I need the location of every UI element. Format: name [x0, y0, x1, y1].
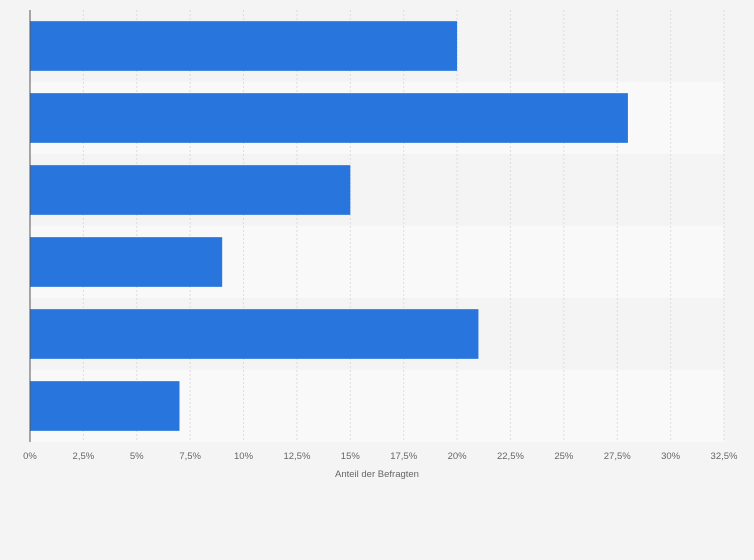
bar[interactable] [30, 381, 180, 431]
x-tick-label: 15% [341, 451, 361, 462]
x-tick-label: 32,5% [711, 451, 738, 462]
bar[interactable] [30, 165, 351, 215]
x-axis-ticks: 0% 2,5% 5% 7,5% 10% 12,5% 15% 17,5% 20% 22,5% 25% 2… [23, 451, 738, 462]
bar[interactable] [30, 237, 223, 287]
x-tick-label: 30% [661, 451, 681, 462]
x-tick-label: 5% [130, 451, 144, 462]
x-tick-label: 10% [234, 451, 254, 462]
x-tick-label: 7,5% [179, 451, 201, 462]
row-bands [30, 10, 724, 442]
bar[interactable] [30, 309, 479, 359]
x-tick-label: 12,5% [283, 451, 310, 462]
x-tick-label: 0% [23, 451, 37, 462]
bar[interactable] [30, 21, 458, 71]
bar[interactable] [30, 93, 628, 143]
x-tick-label: 20% [448, 451, 468, 462]
x-tick-label: 22,5% [497, 451, 524, 462]
bars [30, 21, 628, 431]
gridlines [82, 10, 725, 442]
x-tick-label: 17,5% [390, 451, 417, 462]
x-tick-label: 27,5% [604, 451, 631, 462]
x-axis-title: Anteil der Befragten [335, 469, 419, 480]
x-tick-label: 2,5% [73, 451, 95, 462]
x-tick-label: 25% [554, 451, 574, 462]
